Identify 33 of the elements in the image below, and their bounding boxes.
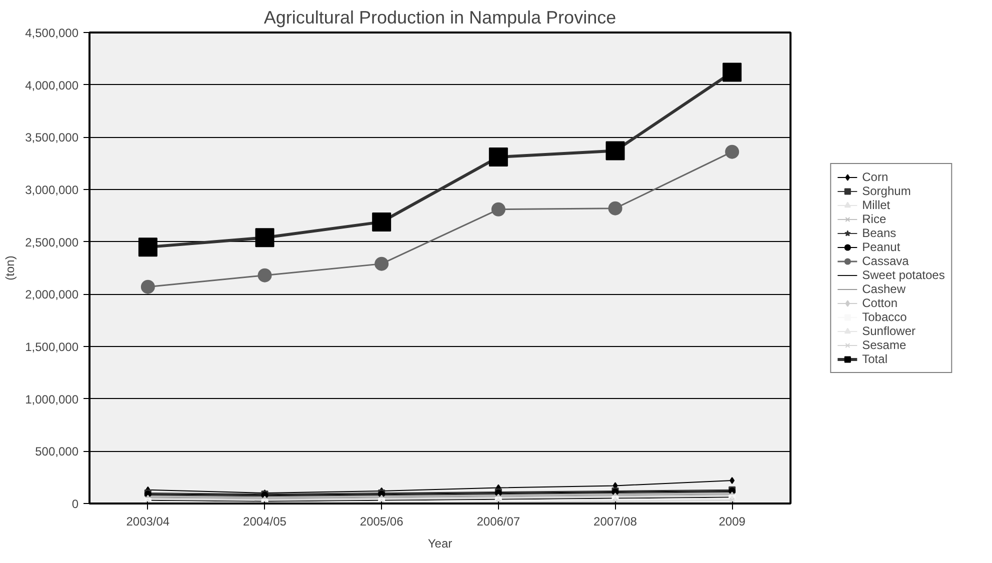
- legend-label: Sunflower: [862, 324, 916, 338]
- y-tick-label: 500,000: [35, 444, 79, 459]
- legend-label: Cotton: [862, 296, 898, 310]
- legend-label: Corn: [862, 170, 888, 184]
- y-axis-title: (ton): [3, 256, 18, 280]
- legend-label: Sesame: [862, 338, 906, 352]
- legend-label: Millet: [862, 198, 890, 212]
- y-tick-label: 2,000,000: [25, 288, 79, 302]
- legend-label: Sweet potatoes: [862, 268, 945, 282]
- y-tick-label: 3,000,000: [25, 183, 79, 197]
- x-tick-label: 2003/04: [126, 514, 170, 528]
- legend-label: Total: [862, 352, 888, 366]
- legend-label: Beans: [862, 226, 896, 240]
- x-tick-label: 2007/08: [594, 514, 638, 528]
- y-tick-label: 2,500,000: [25, 235, 79, 250]
- legend-label: Tobacco: [862, 310, 907, 324]
- x-tick-label: 2006/07: [476, 514, 520, 528]
- y-tick-label: 1,000,000: [25, 392, 79, 406]
- x-tick-label: 2005/06: [360, 514, 404, 528]
- x-axis-title: Year: [428, 536, 452, 550]
- y-tick-label: 4,000,000: [25, 78, 79, 92]
- legend-label: Sorghum: [862, 184, 911, 198]
- legend-label: Cashew: [862, 282, 906, 296]
- chart-title: Agricultural Production in Nampula Province: [264, 8, 616, 28]
- y-tick-label: 1,500,000: [25, 340, 79, 354]
- y-tick-label: 4,500,000: [25, 26, 79, 40]
- x-tick-label: 2009: [718, 514, 746, 528]
- legend-label: Peanut: [862, 240, 900, 254]
- y-tick-label: 0: [72, 497, 79, 511]
- legend-label: Cassava: [862, 254, 909, 268]
- x-tick-label: 2004/05: [243, 514, 287, 528]
- legend-label: Rice: [862, 212, 886, 226]
- y-tick-label: 3,500,000: [25, 130, 79, 145]
